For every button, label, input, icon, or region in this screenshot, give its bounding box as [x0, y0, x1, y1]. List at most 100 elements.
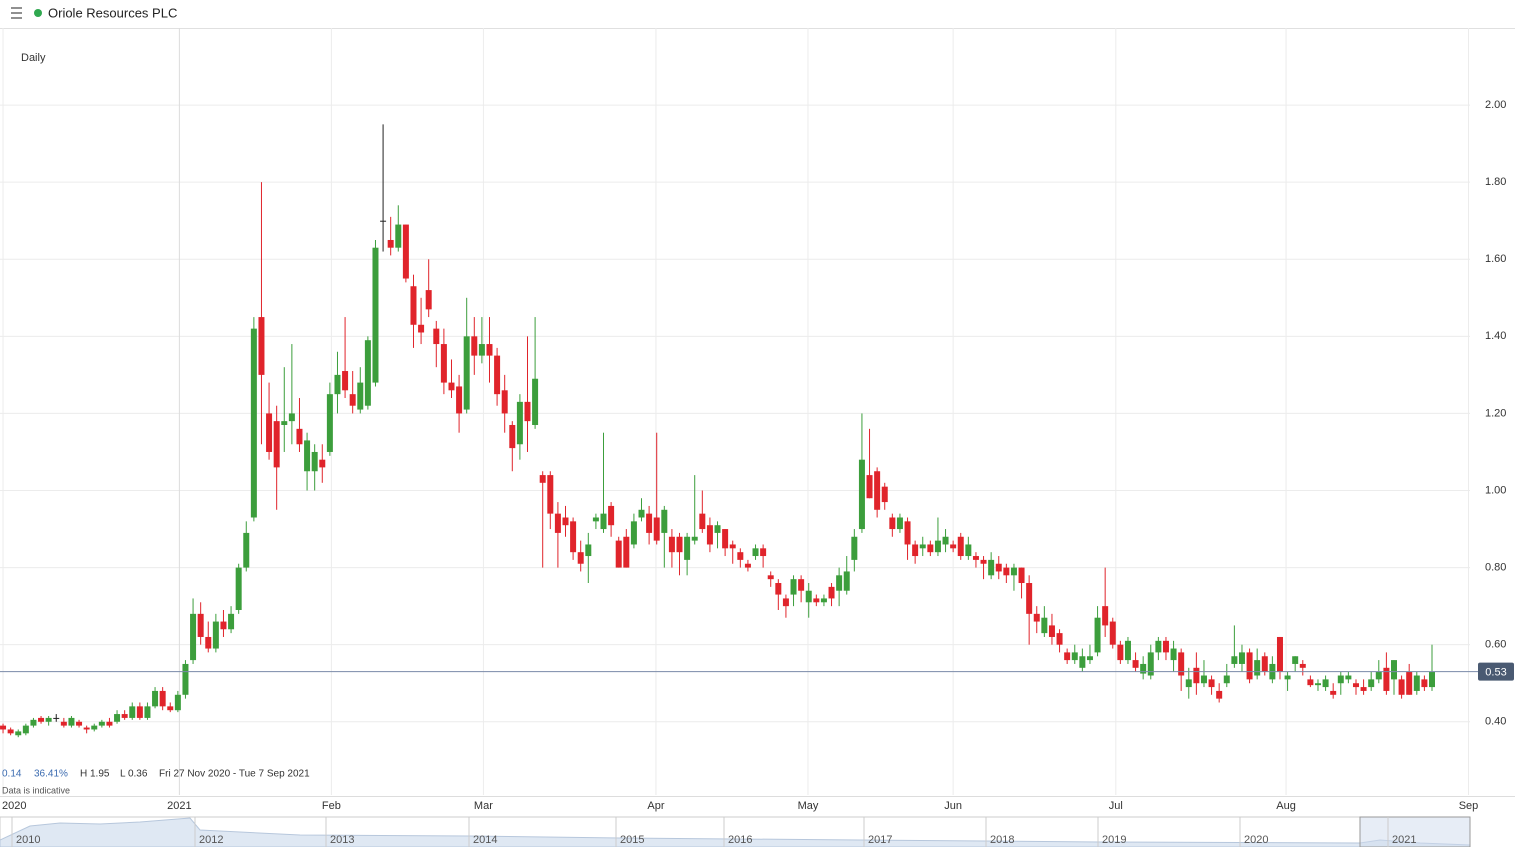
- navigator-year: 2019: [1102, 834, 1126, 846]
- candle-body: [1231, 656, 1238, 664]
- candle-body: [646, 513, 653, 533]
- candle-body: [1117, 644, 1124, 661]
- y-tick-label: 2.00: [1485, 99, 1506, 111]
- y-tick-label: 1.40: [1485, 330, 1506, 342]
- candle-body: [577, 552, 584, 564]
- candle-body: [463, 336, 470, 410]
- candle-body: [623, 536, 630, 568]
- navigator-year: 2012: [199, 834, 223, 846]
- candle-body: [570, 521, 577, 553]
- last-price-box: [1478, 662, 1514, 681]
- candle-body: [889, 517, 896, 530]
- candle-body: [68, 717, 75, 726]
- candle-body: [258, 317, 265, 375]
- candle-body: [995, 563, 1002, 572]
- candle-body: [1261, 656, 1268, 672]
- candle-body: [1147, 652, 1154, 676]
- candle-body: [288, 413, 295, 422]
- candle-body: [851, 536, 858, 560]
- candle-body: [1048, 625, 1055, 637]
- candle-body: [30, 719, 37, 726]
- candle-body: [562, 517, 569, 526]
- candle-body: [1208, 679, 1215, 688]
- candle-body: [866, 475, 873, 499]
- status-dot: [34, 9, 42, 17]
- navigator-year: 2018: [990, 834, 1014, 846]
- candle-body: [585, 544, 592, 557]
- candle-body: [1360, 687, 1367, 691]
- candle-body: [357, 382, 364, 410]
- y-tick-label: 1.60: [1485, 253, 1506, 265]
- candle-body: [372, 247, 379, 383]
- navigator-year: 2016: [728, 834, 752, 846]
- candles: [0, 124, 1435, 738]
- candle-body: [311, 451, 318, 472]
- candle-body: [380, 220, 387, 222]
- candle-body: [1064, 652, 1071, 661]
- candle-body: [653, 517, 660, 541]
- navigator-year: 2020: [1244, 834, 1268, 846]
- candle-body: [129, 706, 136, 718]
- candle-body: [456, 386, 463, 414]
- candle-body: [433, 328, 440, 345]
- candle-body: [896, 517, 903, 530]
- candle-body: [1041, 617, 1048, 634]
- instrument-title: Oriole Resources PLC: [48, 5, 177, 20]
- candle-body: [1390, 660, 1397, 680]
- last-price-label: 0.53: [1485, 667, 1506, 679]
- candle-body: [1421, 679, 1428, 688]
- candle-body: [1284, 675, 1291, 680]
- navigator-window[interactable]: [1359, 816, 1471, 847]
- candle-body: [706, 525, 713, 545]
- candle-body: [775, 583, 782, 595]
- candle-body: [1398, 679, 1405, 695]
- y-tick-label: 1.00: [1485, 484, 1506, 496]
- candle-body: [1345, 675, 1352, 680]
- candle-body: [471, 336, 478, 356]
- candle-body: [1292, 656, 1299, 664]
- candle-body: [1079, 656, 1086, 668]
- candle-body: [114, 714, 121, 722]
- candle-body: [820, 598, 827, 603]
- candle-body: [326, 394, 333, 452]
- candle-body: [532, 378, 539, 425]
- candle-body: [1102, 606, 1109, 626]
- candle-body: [805, 590, 812, 603]
- candle-body: [638, 509, 645, 518]
- candle-body: [1155, 640, 1162, 653]
- candle-body: [957, 536, 964, 557]
- candle-body: [418, 324, 425, 333]
- candle-body: [858, 459, 865, 530]
- candle-body: [729, 544, 736, 549]
- candle-body: [1185, 679, 1192, 688]
- candle-body: [836, 575, 843, 591]
- x-tick-label: Apr: [647, 800, 664, 812]
- candle-body: [790, 579, 797, 595]
- candle-body: [349, 394, 356, 406]
- candle-body: [988, 559, 995, 576]
- candle-body: [334, 374, 341, 395]
- candle-body: [220, 621, 227, 630]
- candle-body: [843, 571, 850, 591]
- candle-body: [516, 401, 523, 445]
- candle-body: [1094, 617, 1101, 653]
- candle-body: [608, 505, 615, 526]
- candle-body: [1010, 567, 1017, 576]
- candle-body: [1086, 656, 1093, 661]
- change-pct: 36.41%: [34, 769, 68, 780]
- candle-body: [152, 690, 159, 707]
- interval-label: Daily: [21, 52, 46, 64]
- candle-body: [1307, 679, 1314, 686]
- grid: 0.40 0.60 0.80 1.00 1.20 1.40 1.60 1.80 2.00 2020…: [0, 28, 1506, 812]
- menu-icon[interactable]: [11, 7, 22, 19]
- candle-body: [1223, 675, 1230, 684]
- overlay: 0.53: [0, 662, 1514, 681]
- y-tick-label: 0.80: [1485, 562, 1506, 574]
- candle-body: [395, 224, 402, 248]
- candle-body: [1276, 636, 1283, 672]
- candle-body: [699, 513, 706, 530]
- candle-body: [950, 544, 957, 549]
- candle-body: [342, 371, 349, 391]
- candle-body: [144, 706, 151, 718]
- candle-body: [136, 706, 143, 718]
